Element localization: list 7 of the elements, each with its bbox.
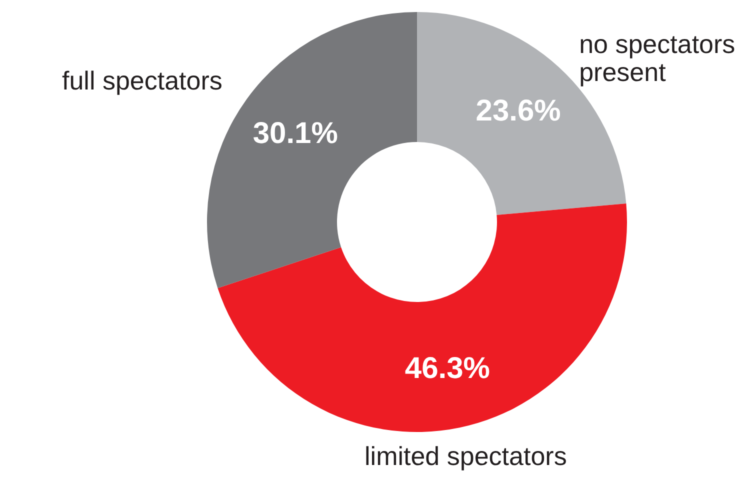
data-label: 23.6%: [476, 94, 561, 128]
data-label: 46.3%: [404, 352, 490, 385]
data-label: 30.1%: [252, 117, 338, 150]
slice-label: limited spectators: [364, 441, 567, 472]
donut-slice: [218, 204, 627, 432]
slice-label: no spectators present: [579, 28, 736, 87]
slice-label: full spectators: [62, 66, 222, 96]
